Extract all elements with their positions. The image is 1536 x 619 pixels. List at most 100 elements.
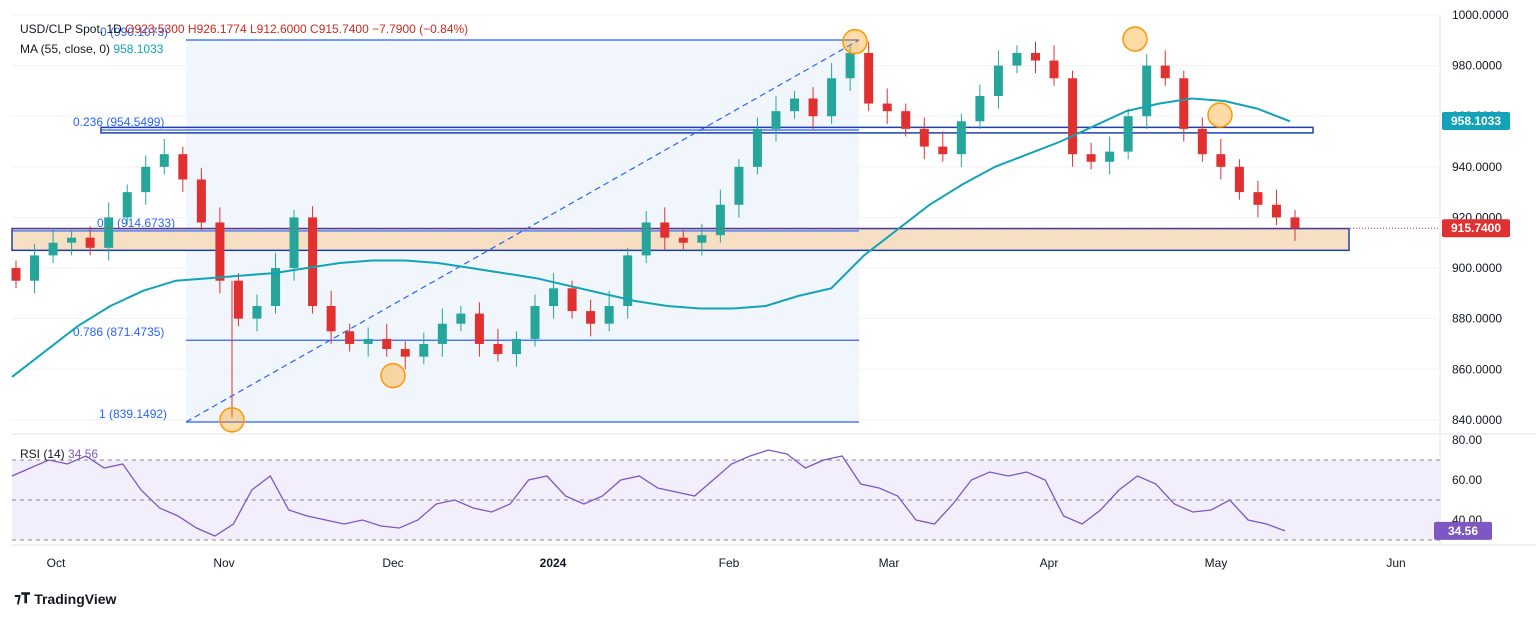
candle-body <box>715 204 725 236</box>
candle-body <box>1179 78 1189 129</box>
legend-ma: MA (55, close, 0) 958.1033 <box>20 42 163 56</box>
candle-body <box>1086 154 1096 162</box>
time-tick-label: Oct <box>47 556 66 570</box>
candle-body <box>141 166 151 193</box>
candle-body <box>938 146 948 155</box>
candle-body <box>530 306 540 339</box>
time-tick-label: Jun <box>1386 556 1405 570</box>
candle-body <box>456 313 466 324</box>
price-tick-label: 860.0000 <box>1452 362 1502 376</box>
candle-body <box>233 280 243 319</box>
candle-body <box>474 313 484 344</box>
candle-body <box>993 65 1003 96</box>
time-tick-label: 2024 <box>540 556 567 570</box>
fib-level-label-0.5: 0.5 (914.6733) <box>97 216 175 230</box>
candle-body <box>11 268 21 281</box>
candle-body <box>30 255 40 281</box>
time-tick-label: Dec <box>382 556 403 570</box>
highlight-circle <box>380 362 406 389</box>
candle-body <box>641 222 651 256</box>
candle-body <box>196 179 206 223</box>
candle-body <box>178 154 188 180</box>
candle-body <box>771 111 781 129</box>
ma-series-line <box>11 97 1291 378</box>
legend-open: O923.5300 <box>125 22 185 36</box>
candle-body <box>122 192 132 218</box>
fib-level-label-0: 0 (990.1073) <box>100 25 168 39</box>
candle-body <box>919 128 929 147</box>
legend-ma-value: 958.1033 <box>113 42 164 56</box>
candle-body <box>1105 151 1115 162</box>
candle-body <box>437 323 447 344</box>
highlight-circle <box>1122 26 1148 52</box>
fib-level-label-0.236: 0.236 (954.5499) <box>73 115 164 129</box>
candle-body <box>271 268 281 307</box>
candle-body <box>1012 52 1022 66</box>
fib-level-label-1: 1 (839.1492) <box>99 407 167 421</box>
candle-body <box>419 343 429 357</box>
candle-body <box>660 222 670 238</box>
legend-symbol[interactable]: USD/CLP Spot, 1D <box>20 22 122 36</box>
tradingview-brand-name: TradingView <box>34 591 117 607</box>
candle-body <box>882 103 892 112</box>
candle-body <box>400 349 410 357</box>
candle-body <box>67 237 77 243</box>
candle-body <box>159 154 169 167</box>
rsi-last-value: 34.56 <box>1448 524 1478 538</box>
price-tick-label: 900.0000 <box>1452 261 1502 275</box>
price-tick-label: 940.0000 <box>1452 160 1502 174</box>
candle-body <box>901 111 911 129</box>
candle-body <box>808 98 818 117</box>
candle-body <box>1271 204 1281 218</box>
price-tick-label: 840.0000 <box>1452 413 1502 427</box>
candle-body <box>1197 128 1207 155</box>
candle-body <box>1049 60 1059 79</box>
last-price-value: 915.7400 <box>1451 221 1501 235</box>
tradingview-logo[interactable]: ⁊𝐓 TradingView <box>14 591 116 607</box>
candle-body <box>104 217 114 248</box>
candle-body <box>363 338 373 344</box>
candle-body <box>1234 166 1244 193</box>
candle-body <box>956 121 966 155</box>
candle-body <box>345 331 355 344</box>
legend-rsi: RSI (14) 34.56 <box>20 447 98 461</box>
time-tick-label: Mar <box>879 556 900 570</box>
highlight-circle <box>842 28 868 55</box>
candle-body <box>252 306 262 319</box>
candle-body <box>790 98 800 112</box>
fib-level-label-0.786: 0.786 (871.4735) <box>73 325 164 339</box>
tradingview-logo-icon: ⁊𝐓 <box>14 591 31 607</box>
candle-body <box>1253 192 1263 205</box>
rsi-tick-label: 80.00 <box>1452 433 1482 447</box>
legend-close: C915.7400 <box>310 22 369 36</box>
candle-body <box>567 288 577 312</box>
candle-body <box>604 306 614 324</box>
candle-body <box>864 52 874 104</box>
candle-body <box>1142 65 1152 117</box>
fib-trend-line <box>185 39 860 423</box>
candle-body <box>845 52 855 79</box>
candle-body <box>1290 217 1300 229</box>
candle-body <box>215 222 225 281</box>
rsi-series-line <box>11 449 1286 537</box>
candle-body <box>697 235 707 243</box>
legend-ma-label[interactable]: MA (55, close, 0) <box>20 42 111 56</box>
candle-body <box>326 306 336 332</box>
candle-body <box>1123 116 1133 152</box>
candle-body <box>308 217 318 307</box>
candle-body <box>511 338 521 355</box>
candle-body <box>1068 78 1078 155</box>
candle-body <box>48 242 58 256</box>
time-tick-label: May <box>1205 556 1228 570</box>
price-tick-label: 980.0000 <box>1452 59 1502 73</box>
candle-body <box>975 95 985 122</box>
candle-body <box>493 343 503 355</box>
legend-rsi-label[interactable]: RSI (14) <box>20 447 65 461</box>
candle-body <box>85 237 95 248</box>
candle-body <box>289 217 299 269</box>
candle-body <box>1160 65 1170 79</box>
candle-body <box>827 78 837 117</box>
candle-body <box>734 166 744 205</box>
candle-body <box>1216 154 1226 167</box>
